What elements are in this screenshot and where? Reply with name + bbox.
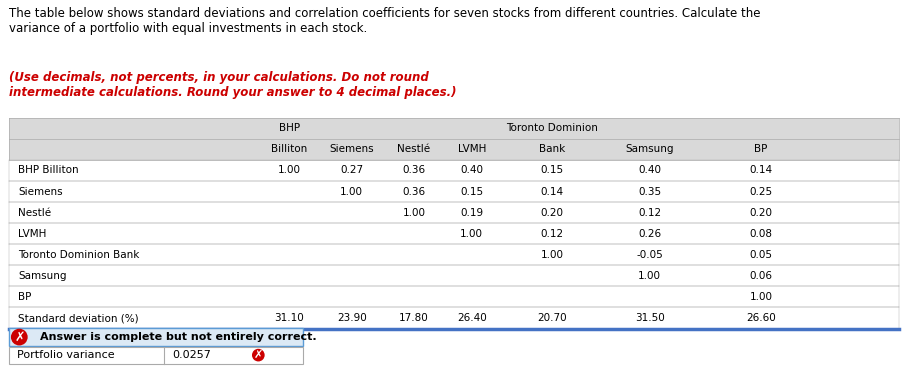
Text: Answer is complete but not entirely correct.: Answer is complete but not entirely corr…	[40, 332, 316, 342]
Text: 0.36: 0.36	[402, 187, 426, 197]
Text: 20.70: 20.70	[537, 313, 567, 323]
Text: 26.60: 26.60	[746, 313, 775, 323]
Text: 0.15: 0.15	[540, 166, 564, 176]
Text: 0.19: 0.19	[460, 208, 483, 217]
Text: 0.08: 0.08	[749, 229, 773, 239]
Bar	[9, 118, 899, 160]
Text: 0.40: 0.40	[638, 166, 661, 176]
Text: Toronto Dominion: Toronto Dominion	[506, 123, 597, 133]
Text: BP: BP	[18, 292, 32, 302]
Text: 0.25: 0.25	[749, 187, 773, 197]
Text: ✗: ✗	[14, 330, 25, 344]
Text: BHP Billiton: BHP Billiton	[18, 166, 79, 176]
Text: 0.40: 0.40	[460, 166, 483, 176]
Bar	[9, 265, 899, 286]
Text: 1.00: 1.00	[460, 229, 483, 239]
Text: BP: BP	[755, 144, 767, 155]
Text: Standard deviation (%): Standard deviation (%)	[18, 313, 139, 323]
Bar	[9, 286, 899, 308]
Text: BHP: BHP	[279, 123, 300, 133]
Text: 1.00: 1.00	[540, 250, 563, 260]
Text: 0.05: 0.05	[749, 250, 773, 260]
Text: 1.00: 1.00	[749, 292, 773, 302]
Text: 1.00: 1.00	[638, 271, 661, 281]
Bar	[9, 181, 899, 202]
Text: 1.00: 1.00	[340, 187, 363, 197]
Text: 0.14: 0.14	[749, 166, 773, 176]
Text: The table below shows standard deviations and correlation coefficients for seven: The table below shows standard deviation…	[9, 7, 761, 35]
Text: 23.90: 23.90	[337, 313, 367, 323]
Bar	[9, 223, 899, 244]
Text: 0.0257: 0.0257	[173, 350, 212, 360]
Bar	[9, 347, 303, 364]
Text: 0.20: 0.20	[540, 208, 563, 217]
Text: Samsung: Samsung	[18, 271, 66, 281]
Text: Nestlé: Nestlé	[18, 208, 51, 217]
Text: 31.50: 31.50	[635, 313, 665, 323]
Text: 0.20: 0.20	[749, 208, 773, 217]
Text: 1.00: 1.00	[402, 208, 426, 217]
Text: Billiton: Billiton	[271, 144, 308, 155]
Text: 0.06: 0.06	[749, 271, 773, 281]
Text: 17.80: 17.80	[400, 313, 429, 323]
Bar	[9, 308, 899, 329]
Text: Portfolio variance: Portfolio variance	[17, 350, 115, 360]
Text: LVMH: LVMH	[18, 229, 46, 239]
Text: ✗: ✗	[253, 350, 263, 360]
Text: 1.00: 1.00	[278, 166, 301, 176]
Text: 31.10: 31.10	[274, 313, 304, 323]
Text: Bank: Bank	[538, 144, 565, 155]
Bar	[9, 244, 899, 265]
Text: Siemens: Siemens	[18, 187, 63, 197]
Text: Samsung: Samsung	[626, 144, 674, 155]
Text: Nestlé: Nestlé	[398, 144, 430, 155]
Bar	[9, 202, 899, 223]
Text: 0.12: 0.12	[540, 229, 564, 239]
Text: 26.40: 26.40	[457, 313, 487, 323]
Text: 0.14: 0.14	[540, 187, 564, 197]
Bar	[9, 328, 303, 346]
Text: 0.15: 0.15	[460, 187, 483, 197]
Text: 0.27: 0.27	[340, 166, 363, 176]
Text: Siemens: Siemens	[330, 144, 374, 155]
Text: 0.26: 0.26	[638, 229, 661, 239]
Text: LVMH: LVMH	[458, 144, 486, 155]
Bar	[9, 160, 899, 181]
Text: 0.35: 0.35	[638, 187, 661, 197]
Text: Toronto Dominion Bank: Toronto Dominion Bank	[18, 250, 139, 260]
Text: 0.36: 0.36	[402, 166, 426, 176]
Text: 0.12: 0.12	[638, 208, 661, 217]
Text: -0.05: -0.05	[637, 250, 663, 260]
Text: (Use decimals, not percents, in your calculations. Do not round
intermediate cal: (Use decimals, not percents, in your cal…	[9, 71, 457, 99]
